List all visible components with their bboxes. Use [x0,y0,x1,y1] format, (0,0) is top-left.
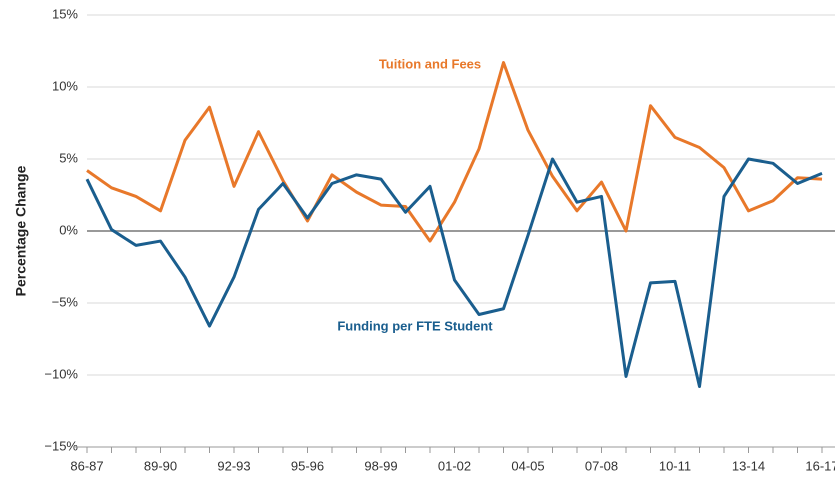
y-tick-label: −15% [44,438,78,453]
x-tick-label: 07-08 [585,458,618,473]
y-tick-label: 15% [52,6,78,21]
x-tick-label: 04-05 [511,458,544,473]
line-series [85,157,823,389]
x-tick-label: 01-02 [438,458,471,473]
x-tick-label: 16-17 [805,458,835,473]
y-tick-label: 0% [59,222,78,237]
x-tick-label: 86-87 [70,458,103,473]
x-tick-label: 92-93 [217,458,250,473]
y-axis-label: Percentage Change [13,165,29,296]
y-tick-label: 10% [52,78,78,93]
x-tick-label: 95-96 [291,458,324,473]
series-label: Tuition and Fees [379,56,481,71]
x-tick-label: 10-11 [659,458,691,473]
x-tick-label: 13-14 [732,458,765,473]
y-tick-label: −10% [44,366,78,381]
x-tick-label: 98-99 [364,458,397,473]
series-label: Funding per FTE Student [337,318,493,333]
y-tick-label: −5% [52,294,79,309]
x-tick-label: 89-90 [144,458,177,473]
y-tick-label: 5% [59,150,78,165]
line-series [86,61,823,243]
